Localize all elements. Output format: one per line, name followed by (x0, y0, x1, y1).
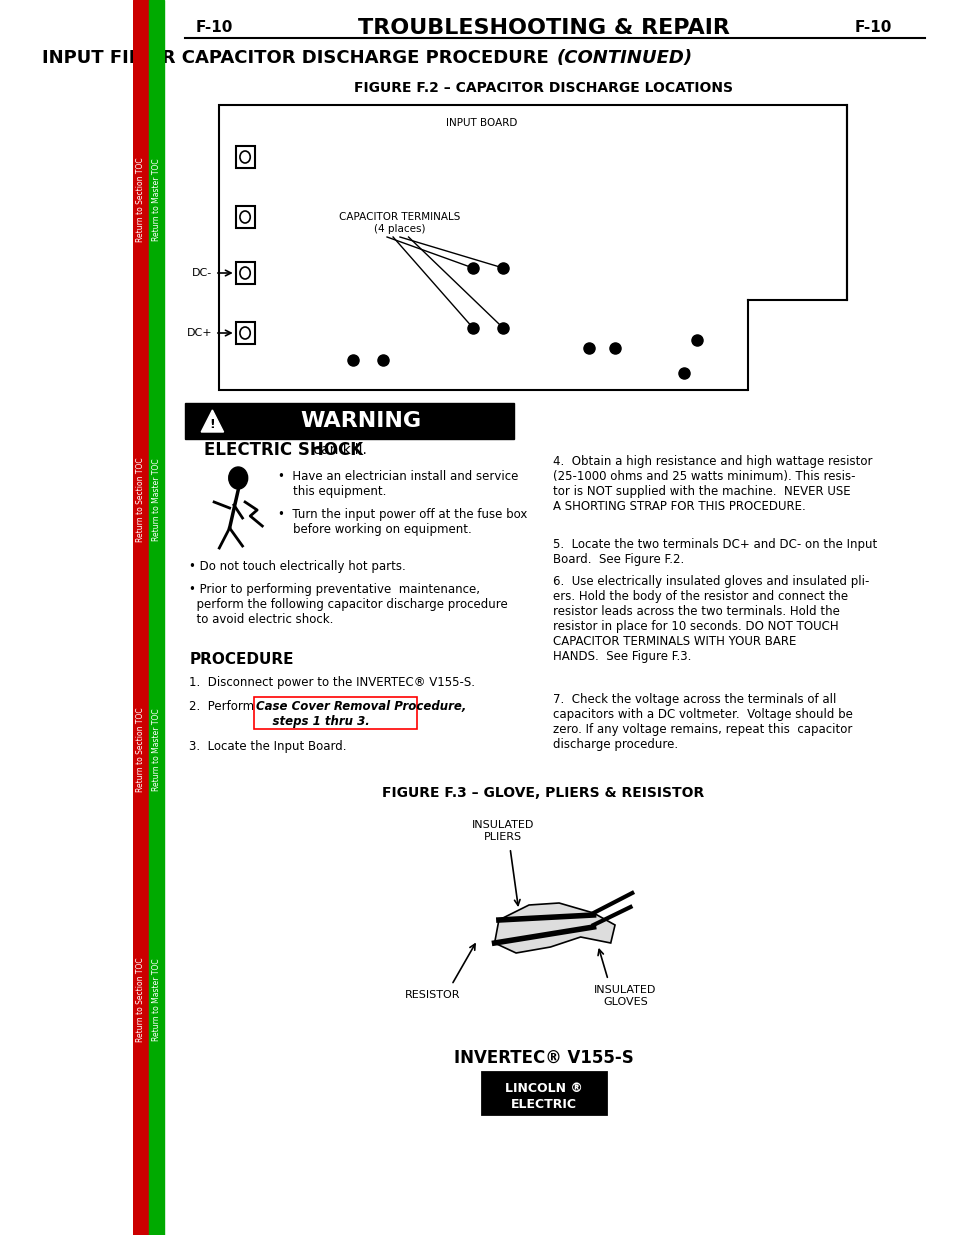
Text: RESISTOR: RESISTOR (404, 990, 460, 1000)
Text: 3.  Locate the Input Board.: 3. Locate the Input Board. (189, 740, 346, 753)
Text: INSULATED
PLIERS: INSULATED PLIERS (472, 820, 534, 841)
Text: Return to Section TOC: Return to Section TOC (136, 708, 146, 793)
Text: 4.  Obtain a high resistance and high wattage resistor
(25-1000 ohms and 25 watt: 4. Obtain a high resistance and high wat… (553, 454, 872, 513)
Text: •  Turn the input power off at the fuse box
    before working on equipment.: • Turn the input power off at the fuse b… (277, 508, 527, 536)
Text: WARNING: WARNING (300, 411, 421, 431)
Circle shape (239, 327, 250, 338)
Polygon shape (201, 410, 223, 432)
Text: ELECTRIC SHOCK: ELECTRIC SHOCK (204, 441, 362, 459)
Text: F-10: F-10 (854, 21, 891, 36)
Text: CAPACITOR TERMINALS
(4 places): CAPACITOR TERMINALS (4 places) (339, 212, 460, 233)
Bar (149, 0, 164, 1235)
Text: Return to Master TOC: Return to Master TOC (152, 709, 161, 792)
Text: DC+: DC+ (187, 329, 213, 338)
Text: 1.  Disconnect power to the INVERTEC® V155-S.: 1. Disconnect power to the INVERTEC® V15… (189, 676, 475, 689)
Text: !: ! (210, 417, 215, 431)
Text: 6.  Use electrically insulated gloves and insulated pli-
ers. Hold the body of t: 6. Use electrically insulated gloves and… (553, 576, 868, 663)
FancyBboxPatch shape (253, 697, 416, 729)
Text: INVERTEC® V155-S: INVERTEC® V155-S (454, 1049, 633, 1067)
Text: Return to Section TOC: Return to Section TOC (136, 158, 146, 242)
Bar (747, 300, 849, 393)
Text: DC-: DC- (192, 268, 213, 278)
Text: Return to Section TOC: Return to Section TOC (136, 458, 146, 542)
Text: 2.  Perform the: 2. Perform the (189, 700, 281, 713)
Text: • Do not touch electrically hot parts.: • Do not touch electrically hot parts. (189, 559, 405, 573)
Polygon shape (494, 903, 615, 953)
Text: can kill.: can kill. (309, 443, 366, 457)
Bar (235, 206, 254, 228)
Text: INPUT BOARD: INPUT BOARD (445, 119, 517, 128)
Text: INSULATED
GLOVES: INSULATED GLOVES (594, 986, 656, 1007)
Text: ELECTRIC: ELECTRIC (510, 1098, 576, 1110)
Circle shape (239, 211, 250, 224)
Bar (481, 1072, 605, 1114)
Text: LINCOLN ®: LINCOLN ® (504, 1082, 582, 1094)
Bar (133, 0, 149, 1235)
Text: Case Cover Removal Procedure,
    steps 1 thru 3.: Case Cover Removal Procedure, steps 1 th… (256, 700, 466, 727)
Text: 7.  Check the voltage across the terminals of all
capacitors with a DC voltmeter: 7. Check the voltage across the terminal… (553, 693, 852, 751)
Bar (235, 146, 254, 168)
Text: 5.  Locate the two terminals DC+ and DC- on the Input
Board.  See Figure F.2.: 5. Locate the two terminals DC+ and DC- … (553, 538, 877, 566)
Text: PROCEDURE: PROCEDURE (189, 652, 294, 667)
Text: TROUBLESHOOTING & REPAIR: TROUBLESHOOTING & REPAIR (357, 19, 729, 38)
Text: Return to Section TOC: Return to Section TOC (136, 957, 146, 1042)
Text: • Prior to performing preventative  maintenance,
  perform the following capacit: • Prior to performing preventative maint… (189, 583, 507, 626)
Text: Return to Master TOC: Return to Master TOC (152, 158, 161, 241)
Bar (219, 105, 846, 390)
Circle shape (239, 267, 250, 279)
Text: FIGURE F.2 – CAPACITOR DISCHARGE LOCATIONS: FIGURE F.2 – CAPACITOR DISCHARGE LOCATIO… (354, 82, 732, 95)
Text: Return to Master TOC: Return to Master TOC (152, 958, 161, 1041)
Text: F-10: F-10 (195, 21, 233, 36)
Text: INPUT FILTER CAPACITOR DISCHARGE PROCEDURE: INPUT FILTER CAPACITOR DISCHARGE PROCEDU… (42, 49, 555, 67)
Circle shape (229, 467, 248, 489)
Bar (235, 322, 254, 345)
Text: •  Have an electrician install and service
    this equipment.: • Have an electrician install and servic… (277, 471, 517, 498)
Circle shape (239, 151, 250, 163)
Bar (185, 403, 513, 438)
Text: FIGURE F.3 – GLOVE, PLIERS & REISISTOR: FIGURE F.3 – GLOVE, PLIERS & REISISTOR (382, 785, 704, 800)
Bar (235, 262, 254, 284)
Text: (CONTINUED): (CONTINUED) (556, 49, 692, 67)
Text: Return to Master TOC: Return to Master TOC (152, 458, 161, 541)
